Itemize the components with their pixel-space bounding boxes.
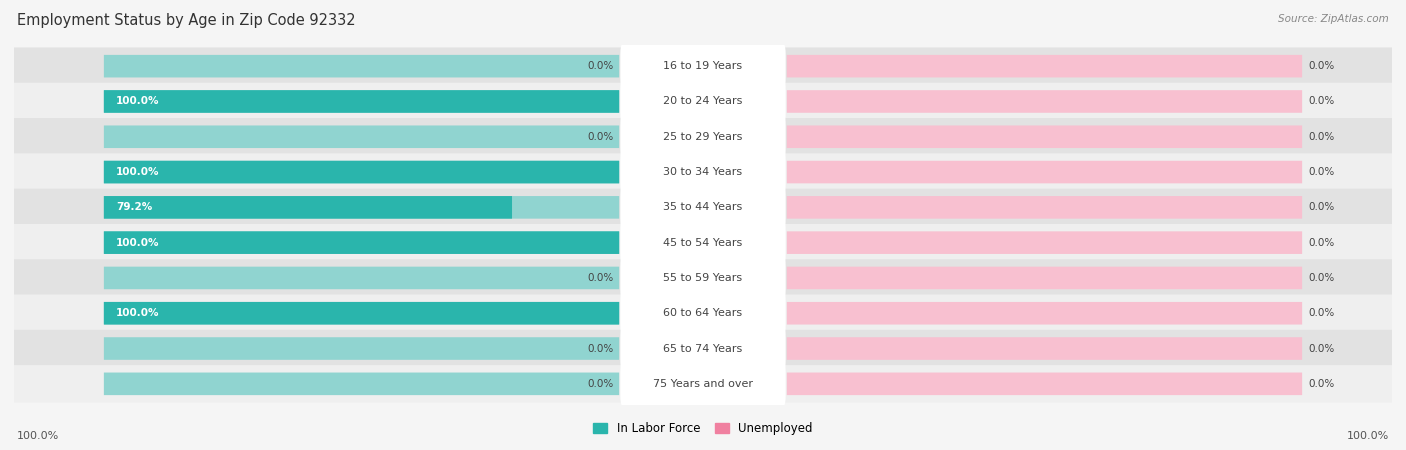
Text: 25 to 29 Years: 25 to 29 Years: [664, 132, 742, 142]
FancyBboxPatch shape: [787, 161, 1302, 183]
FancyBboxPatch shape: [14, 47, 1392, 85]
FancyBboxPatch shape: [104, 161, 619, 183]
FancyBboxPatch shape: [787, 267, 1302, 289]
FancyBboxPatch shape: [104, 267, 619, 289]
FancyBboxPatch shape: [787, 302, 1302, 324]
Text: 100.0%: 100.0%: [115, 238, 159, 248]
FancyBboxPatch shape: [787, 196, 1302, 219]
FancyBboxPatch shape: [620, 115, 786, 158]
FancyBboxPatch shape: [104, 231, 619, 254]
Text: 0.0%: 0.0%: [1308, 96, 1334, 107]
Text: 0.0%: 0.0%: [586, 379, 613, 389]
FancyBboxPatch shape: [14, 153, 1392, 191]
FancyBboxPatch shape: [104, 302, 619, 324]
FancyBboxPatch shape: [787, 55, 1302, 77]
Text: 0.0%: 0.0%: [1308, 273, 1334, 283]
Text: 60 to 64 Years: 60 to 64 Years: [664, 308, 742, 318]
FancyBboxPatch shape: [14, 330, 1392, 367]
FancyBboxPatch shape: [104, 161, 619, 183]
Text: 30 to 34 Years: 30 to 34 Years: [664, 167, 742, 177]
FancyBboxPatch shape: [104, 55, 619, 77]
FancyBboxPatch shape: [14, 224, 1392, 261]
FancyBboxPatch shape: [620, 362, 786, 405]
FancyBboxPatch shape: [104, 196, 512, 219]
Text: 79.2%: 79.2%: [115, 202, 152, 212]
Text: 0.0%: 0.0%: [1308, 132, 1334, 142]
FancyBboxPatch shape: [620, 256, 786, 299]
Text: 35 to 44 Years: 35 to 44 Years: [664, 202, 742, 212]
FancyBboxPatch shape: [104, 90, 619, 113]
FancyBboxPatch shape: [787, 373, 1302, 395]
FancyBboxPatch shape: [787, 126, 1302, 148]
FancyBboxPatch shape: [620, 45, 786, 88]
FancyBboxPatch shape: [14, 365, 1392, 403]
FancyBboxPatch shape: [620, 186, 786, 229]
Text: 0.0%: 0.0%: [1308, 308, 1334, 318]
FancyBboxPatch shape: [787, 337, 1302, 360]
Text: 75 Years and over: 75 Years and over: [652, 379, 754, 389]
Text: 0.0%: 0.0%: [586, 273, 613, 283]
Text: 100.0%: 100.0%: [17, 431, 59, 441]
FancyBboxPatch shape: [620, 292, 786, 335]
FancyBboxPatch shape: [14, 83, 1392, 120]
Text: 0.0%: 0.0%: [1308, 167, 1334, 177]
FancyBboxPatch shape: [620, 327, 786, 370]
FancyBboxPatch shape: [14, 259, 1392, 297]
Text: 45 to 54 Years: 45 to 54 Years: [664, 238, 742, 248]
Text: 0.0%: 0.0%: [1308, 202, 1334, 212]
Text: 0.0%: 0.0%: [586, 132, 613, 142]
FancyBboxPatch shape: [104, 337, 619, 360]
FancyBboxPatch shape: [104, 373, 619, 395]
Text: 0.0%: 0.0%: [586, 61, 613, 71]
Text: 100.0%: 100.0%: [115, 308, 159, 318]
FancyBboxPatch shape: [104, 302, 619, 324]
FancyBboxPatch shape: [14, 118, 1392, 155]
FancyBboxPatch shape: [14, 295, 1392, 332]
Text: 16 to 19 Years: 16 to 19 Years: [664, 61, 742, 71]
Legend: In Labor Force, Unemployed: In Labor Force, Unemployed: [589, 417, 817, 440]
Text: 55 to 59 Years: 55 to 59 Years: [664, 273, 742, 283]
FancyBboxPatch shape: [104, 231, 619, 254]
Text: 0.0%: 0.0%: [1308, 61, 1334, 71]
Text: 100.0%: 100.0%: [1347, 431, 1389, 441]
Text: 100.0%: 100.0%: [115, 96, 159, 107]
Text: 20 to 24 Years: 20 to 24 Years: [664, 96, 742, 107]
FancyBboxPatch shape: [620, 221, 786, 264]
FancyBboxPatch shape: [787, 231, 1302, 254]
FancyBboxPatch shape: [620, 80, 786, 123]
FancyBboxPatch shape: [620, 151, 786, 194]
FancyBboxPatch shape: [787, 90, 1302, 113]
Text: 0.0%: 0.0%: [1308, 379, 1334, 389]
FancyBboxPatch shape: [104, 196, 619, 219]
FancyBboxPatch shape: [104, 126, 619, 148]
Text: 65 to 74 Years: 65 to 74 Years: [664, 343, 742, 354]
FancyBboxPatch shape: [14, 189, 1392, 226]
Text: 0.0%: 0.0%: [586, 343, 613, 354]
Text: Source: ZipAtlas.com: Source: ZipAtlas.com: [1278, 14, 1389, 23]
FancyBboxPatch shape: [104, 90, 619, 113]
Text: 100.0%: 100.0%: [115, 167, 159, 177]
Text: 0.0%: 0.0%: [1308, 343, 1334, 354]
Text: 0.0%: 0.0%: [1308, 238, 1334, 248]
Text: Employment Status by Age in Zip Code 92332: Employment Status by Age in Zip Code 923…: [17, 14, 356, 28]
